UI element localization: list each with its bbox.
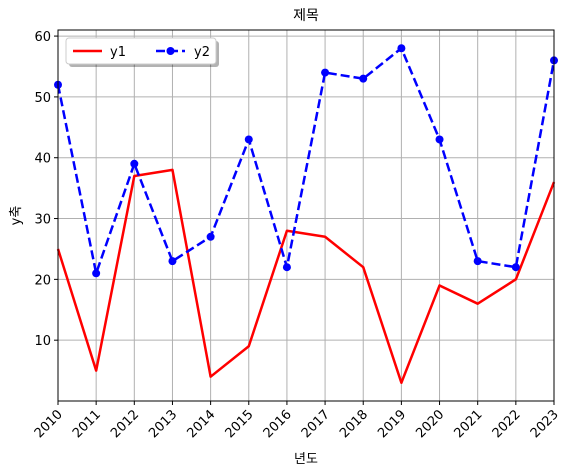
data-point-y2 <box>206 232 215 241</box>
legend-marker-y2 <box>166 47 175 55</box>
x-tick-label: 2019 <box>375 407 409 441</box>
x-tick-label: 2017 <box>299 407 333 441</box>
x-tick-label: 2022 <box>490 407 524 441</box>
x-tick-label: 2015 <box>223 407 257 441</box>
series-line-y1 <box>56 168 556 385</box>
x-tick-label: 2020 <box>413 407 447 441</box>
x-tick-label: 2010 <box>32 407 66 441</box>
x-axis-title: 년도 <box>294 452 318 467</box>
data-point-y2 <box>244 135 253 144</box>
y-tick-label: 10 <box>34 334 51 349</box>
legend-box <box>65 37 217 65</box>
data-point-y2 <box>359 74 368 83</box>
data-point-y2 <box>92 269 101 278</box>
series-line-y2 <box>56 46 556 275</box>
x-tick-label: 2012 <box>108 407 142 441</box>
x-tick-label: 2021 <box>452 407 486 441</box>
legend: y1 y2 <box>65 37 219 67</box>
x-tick-label: 2023 <box>528 407 562 441</box>
y-tick-label: 20 <box>34 273 51 288</box>
x-tick-label: 2011 <box>70 407 104 441</box>
x-tick-label: 2016 <box>261 407 295 441</box>
y-tick-label: 40 <box>34 152 51 167</box>
x-tick-label: 2018 <box>337 407 371 441</box>
data-point-y2 <box>282 263 291 272</box>
data-point-y2 <box>473 257 482 266</box>
plot-frame <box>57 29 555 402</box>
x-tick-label: 2014 <box>184 407 218 441</box>
y-tick-label: 50 <box>34 91 51 106</box>
y-tick-label: 30 <box>34 213 51 228</box>
chart-title: 제목 <box>293 8 319 24</box>
legend-label-y1: y1 <box>110 45 126 60</box>
y-axis-title: y축 <box>9 206 24 226</box>
grid <box>57 30 555 401</box>
data-point-y2 <box>397 44 406 53</box>
ticks-layer: 2010 2011 2012 2013 2014 2015 2016 2017 2018 2019… <box>32 30 562 441</box>
data-point-y2 <box>321 68 330 77</box>
legend-label-y2: y2 <box>194 45 210 60</box>
data-point-y2 <box>168 257 177 266</box>
series-layer <box>54 44 558 385</box>
x-tick-label: 2013 <box>146 407 180 441</box>
data-point-y2 <box>130 159 139 168</box>
data-point-y2 <box>435 135 444 144</box>
data-point-y2 <box>511 263 520 272</box>
y-tick-label: 60 <box>34 30 51 45</box>
